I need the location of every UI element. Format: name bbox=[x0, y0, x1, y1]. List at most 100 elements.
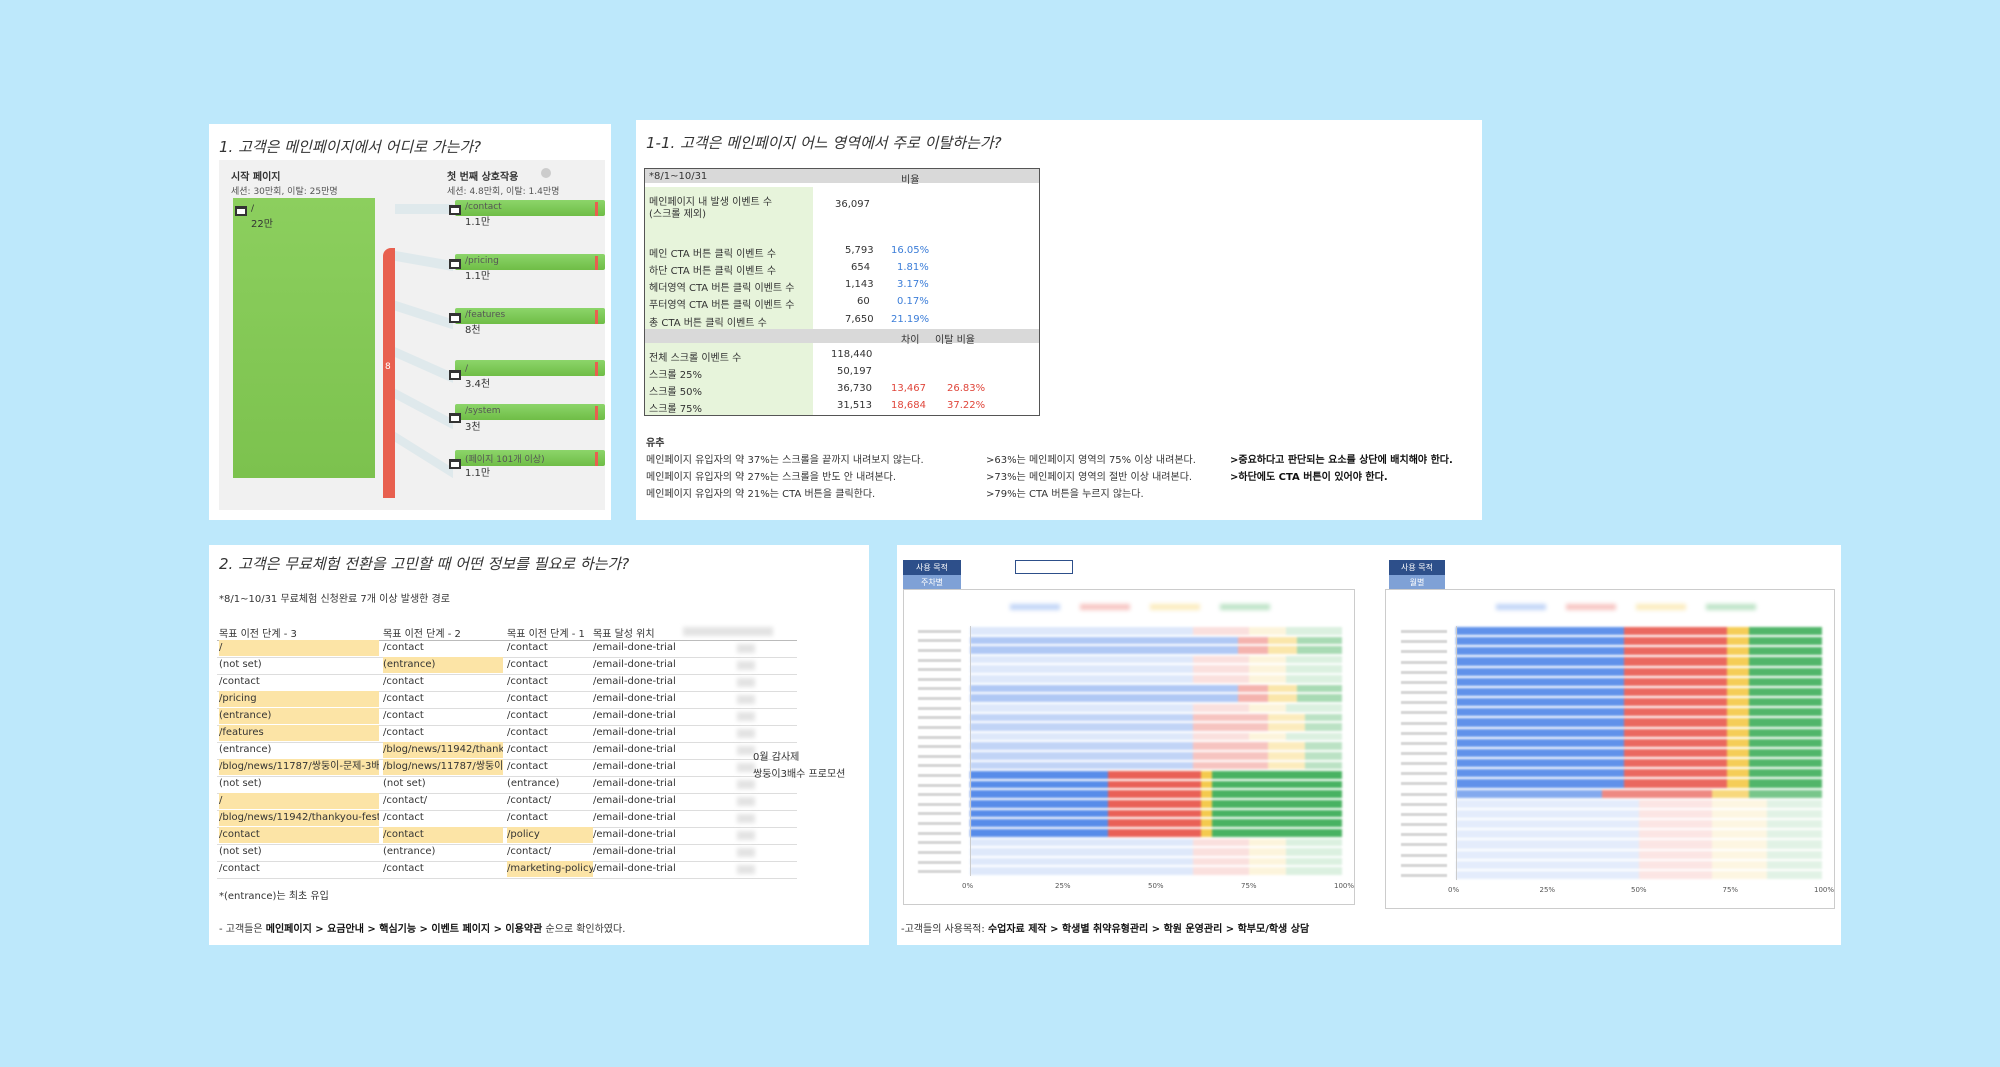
flow-node[interactable] bbox=[455, 404, 605, 420]
stacked-bar[interactable] bbox=[1456, 708, 1822, 717]
summary-prefix: -고객들의 사용목적: bbox=[901, 924, 988, 935]
stacked-bar[interactable] bbox=[1456, 667, 1822, 676]
start-node-value: 22만 bbox=[251, 219, 273, 230]
bar-segment bbox=[1211, 780, 1342, 789]
stacked-bar[interactable] bbox=[970, 752, 1342, 760]
y-axis-label bbox=[1388, 863, 1452, 867]
flow-node[interactable] bbox=[455, 254, 605, 270]
stacked-bar[interactable] bbox=[1456, 820, 1822, 829]
stacked-bar[interactable] bbox=[1456, 779, 1822, 788]
stacked-bar[interactable] bbox=[970, 732, 1342, 741]
node-value: 3.4천 bbox=[465, 379, 491, 390]
table-row: / /contact/contact/email-done-trial bbox=[217, 640, 797, 658]
stacked-bar[interactable] bbox=[1456, 789, 1822, 798]
y-axis-label bbox=[1388, 823, 1452, 827]
stacked-bar[interactable] bbox=[1456, 870, 1822, 879]
stacked-bar[interactable] bbox=[970, 790, 1342, 799]
row-diff: 13,467 bbox=[891, 383, 926, 394]
node-value: 1.1만 bbox=[465, 271, 491, 282]
stacked-bar[interactable] bbox=[970, 627, 1342, 635]
bar-segment bbox=[1456, 789, 1603, 798]
bar-segment bbox=[1767, 830, 1822, 839]
stacked-bar[interactable] bbox=[970, 848, 1342, 856]
y-axis-label bbox=[1388, 670, 1452, 674]
bar-segment bbox=[1107, 790, 1201, 799]
stacked-bar[interactable] bbox=[1456, 657, 1822, 666]
flow-node[interactable] bbox=[455, 450, 605, 466]
stacked-bar[interactable] bbox=[1456, 769, 1822, 778]
stacked-bar[interactable] bbox=[970, 857, 1342, 866]
stacked-bar[interactable] bbox=[970, 819, 1342, 827]
stacked-bar[interactable] bbox=[970, 838, 1342, 847]
stacked-bar[interactable] bbox=[1456, 687, 1822, 697]
stacked-bar[interactable] bbox=[1456, 647, 1822, 656]
stacked-bar[interactable] bbox=[1456, 698, 1822, 707]
stacked-bar[interactable] bbox=[970, 694, 1342, 702]
stacked-bar[interactable] bbox=[1456, 799, 1822, 808]
stacked-bar[interactable] bbox=[1456, 718, 1822, 727]
y-axis-label bbox=[906, 870, 966, 874]
stacked-bar[interactable] bbox=[1456, 728, 1822, 737]
y-axis-label bbox=[1388, 812, 1452, 816]
stacked-bar[interactable] bbox=[1456, 860, 1822, 869]
node-drop-marker bbox=[595, 310, 598, 324]
bar-segment bbox=[1211, 819, 1342, 827]
stacked-bar[interactable] bbox=[970, 742, 1342, 750]
stacked-bar[interactable] bbox=[970, 655, 1342, 664]
row-exit: 26.83% bbox=[947, 383, 986, 394]
row-ratio: 0.17% bbox=[897, 296, 929, 307]
stacked-bar[interactable] bbox=[1456, 677, 1822, 686]
stacked-bar[interactable] bbox=[970, 703, 1342, 712]
stacked-bar[interactable] bbox=[1456, 738, 1822, 747]
stacked-bar[interactable] bbox=[970, 809, 1342, 818]
stacked-bar[interactable] bbox=[970, 684, 1342, 693]
node-value: 1.1만 bbox=[465, 468, 491, 479]
bar-segment bbox=[1624, 769, 1727, 778]
stacked-bar[interactable] bbox=[1456, 809, 1822, 819]
drop-off-bar[interactable] bbox=[383, 248, 395, 498]
stacked-bar[interactable] bbox=[970, 771, 1342, 779]
stacked-bar[interactable] bbox=[1456, 850, 1822, 859]
diff-header: 차이 bbox=[901, 335, 920, 346]
bar-segment bbox=[1286, 867, 1342, 875]
stacked-bar[interactable] bbox=[970, 780, 1342, 789]
tag-top: 사용 목적 bbox=[1389, 560, 1445, 575]
flow-node[interactable] bbox=[455, 200, 605, 216]
start-node-bar[interactable] bbox=[233, 198, 375, 478]
bar-segment bbox=[1748, 667, 1822, 676]
stacked-bar[interactable] bbox=[970, 646, 1342, 654]
stacked-bar[interactable] bbox=[970, 828, 1342, 837]
info-icon[interactable] bbox=[541, 168, 551, 178]
stacked-bar[interactable] bbox=[1456, 627, 1822, 636]
page-icon bbox=[449, 259, 461, 269]
bar-segment bbox=[970, 742, 1194, 750]
stacked-bar[interactable] bbox=[970, 713, 1342, 722]
stacked-bar[interactable] bbox=[970, 665, 1342, 674]
table-cell: (not set) bbox=[219, 846, 262, 857]
table-cell: /marketing-policy bbox=[507, 861, 593, 877]
row-ratio: 16.05% bbox=[891, 245, 930, 256]
y-axis-label bbox=[906, 850, 966, 854]
y-axis-label bbox=[906, 802, 966, 806]
table-cell: /email-done-trial bbox=[593, 795, 676, 806]
bar-segment bbox=[1193, 752, 1268, 760]
bar-segment bbox=[1456, 718, 1625, 727]
bar-segment bbox=[1748, 779, 1822, 788]
stacked-bar[interactable] bbox=[970, 636, 1342, 645]
stacked-bar[interactable] bbox=[1456, 759, 1822, 768]
stacked-bar[interactable] bbox=[970, 867, 1342, 875]
table-row: (not set) (not set) (entrance) /email-done-… bbox=[217, 776, 797, 794]
stacked-bar[interactable] bbox=[970, 723, 1342, 731]
stacked-bar[interactable] bbox=[1456, 840, 1822, 849]
stacked-bar[interactable] bbox=[970, 675, 1342, 683]
filter-input[interactable] bbox=[1015, 560, 1073, 574]
stacked-bar[interactable] bbox=[1456, 748, 1822, 758]
stacked-bar[interactable] bbox=[1456, 637, 1822, 646]
stacked-bar[interactable] bbox=[1456, 830, 1822, 839]
stacked-bar[interactable] bbox=[970, 800, 1342, 808]
flow-node[interactable] bbox=[455, 360, 605, 376]
stacked-bar[interactable] bbox=[970, 761, 1342, 770]
table-header-row bbox=[645, 169, 1039, 183]
y-axis-label bbox=[1388, 640, 1452, 644]
flow-node[interactable] bbox=[455, 308, 605, 324]
